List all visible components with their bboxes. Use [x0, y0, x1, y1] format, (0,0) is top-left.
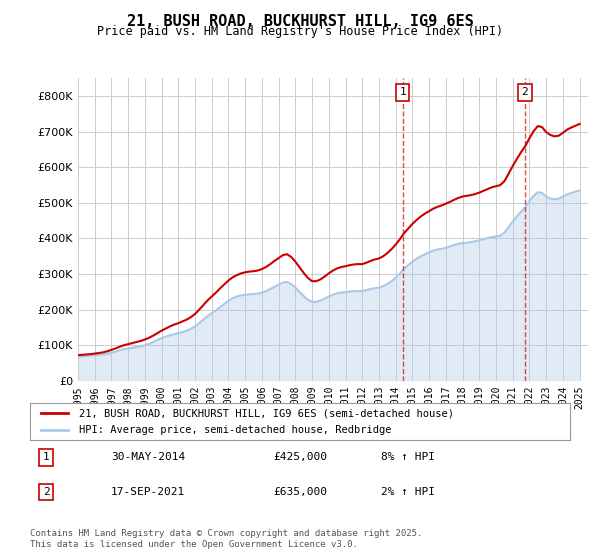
- Text: Contains HM Land Registry data © Crown copyright and database right 2025.
This d: Contains HM Land Registry data © Crown c…: [30, 529, 422, 549]
- Text: 1: 1: [400, 87, 406, 97]
- Text: 2: 2: [521, 87, 528, 97]
- Text: 8% ↑ HPI: 8% ↑ HPI: [381, 452, 435, 462]
- Text: 21, BUSH ROAD, BUCKHURST HILL, IG9 6ES: 21, BUSH ROAD, BUCKHURST HILL, IG9 6ES: [127, 14, 473, 29]
- Text: HPI: Average price, semi-detached house, Redbridge: HPI: Average price, semi-detached house,…: [79, 425, 391, 435]
- Text: 2: 2: [43, 487, 50, 497]
- Text: £425,000: £425,000: [273, 452, 327, 462]
- Text: 21, BUSH ROAD, BUCKHURST HILL, IG9 6ES (semi-detached house): 21, BUSH ROAD, BUCKHURST HILL, IG9 6ES (…: [79, 408, 454, 418]
- Text: 17-SEP-2021: 17-SEP-2021: [111, 487, 185, 497]
- Text: 30-MAY-2014: 30-MAY-2014: [111, 452, 185, 462]
- Text: 2% ↑ HPI: 2% ↑ HPI: [381, 487, 435, 497]
- Text: 1: 1: [43, 452, 50, 462]
- Text: £635,000: £635,000: [273, 487, 327, 497]
- Text: Price paid vs. HM Land Registry's House Price Index (HPI): Price paid vs. HM Land Registry's House …: [97, 25, 503, 38]
